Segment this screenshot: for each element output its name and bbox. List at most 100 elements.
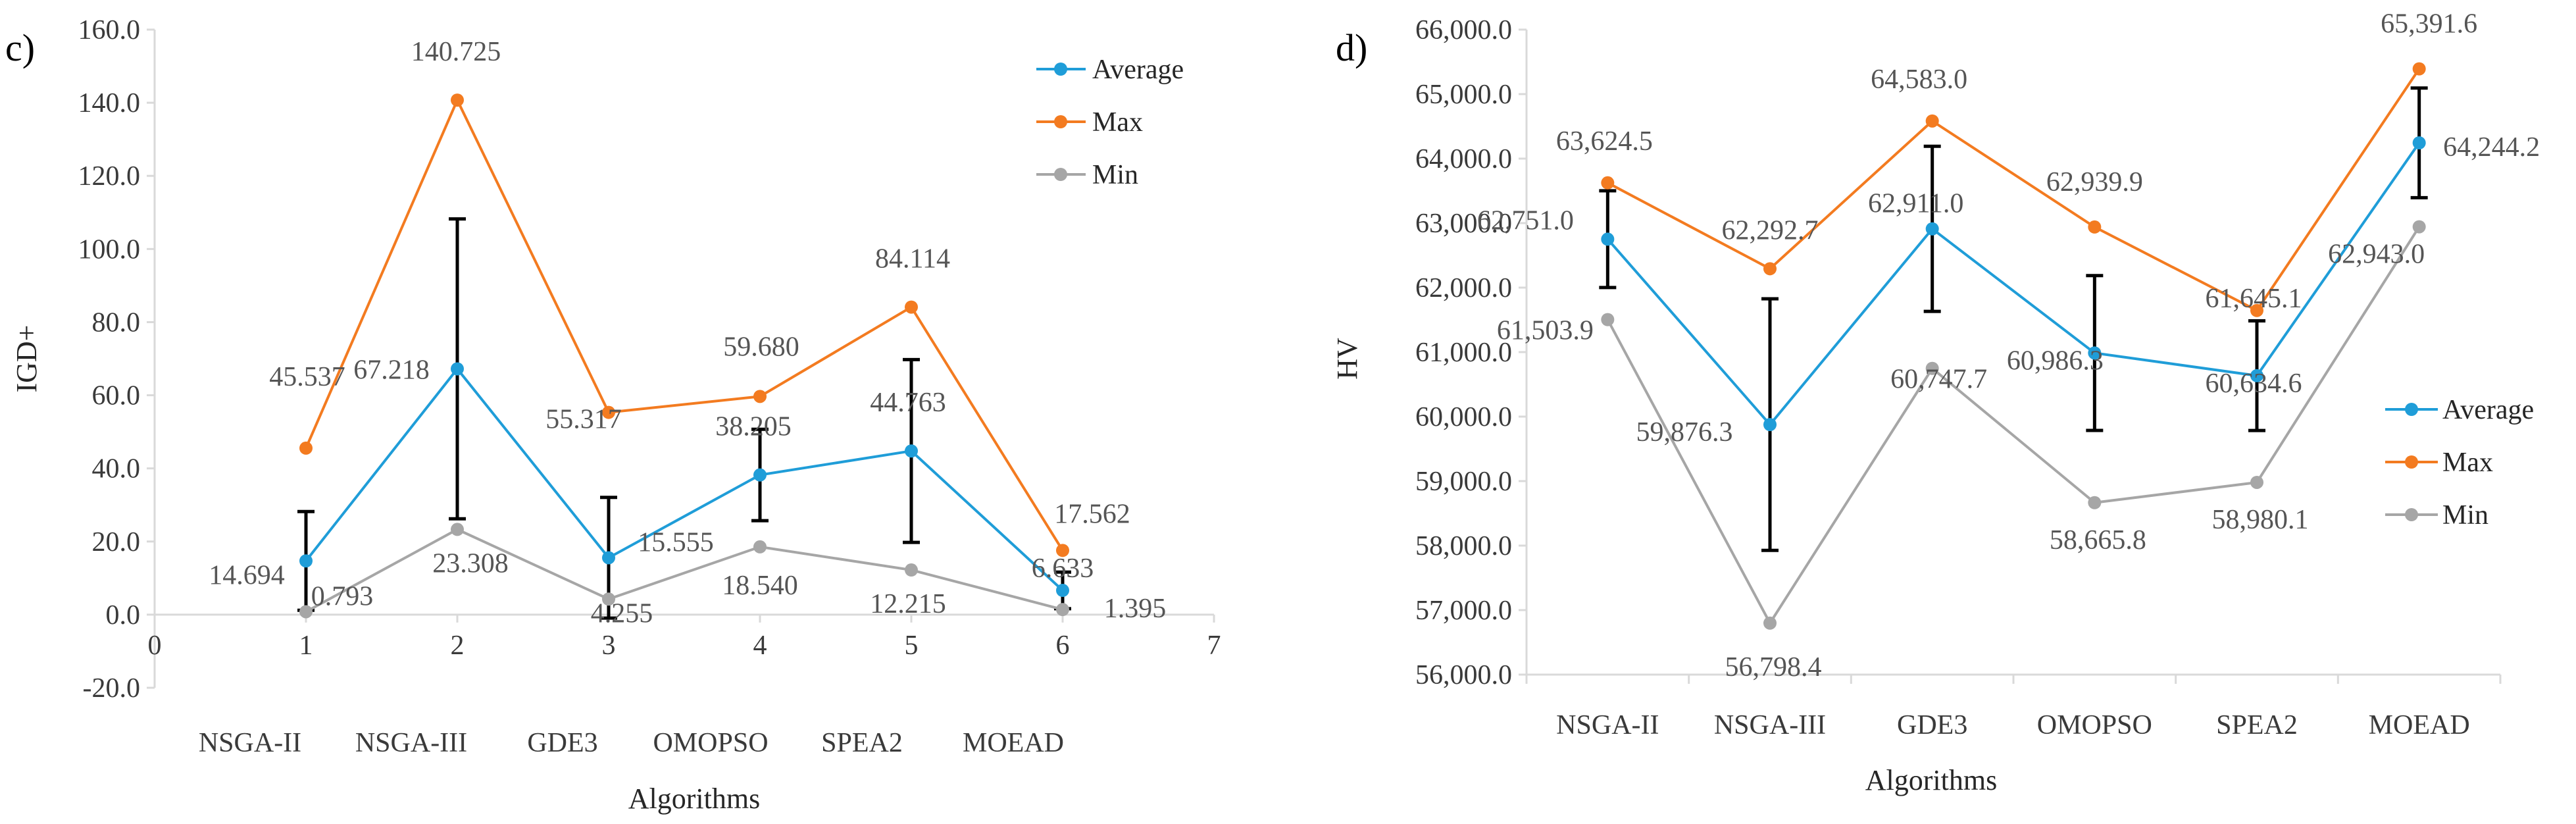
category-label: GDE3 (527, 728, 597, 758)
series-line-min (1606, 226, 2421, 626)
panel-label: d) (1336, 26, 1367, 69)
legend-marker-min (1054, 168, 1067, 181)
data-label-max: 140.725 (411, 37, 501, 67)
data-label-average: 59,876.3 (1636, 417, 1733, 448)
data-label-min: 60,747.7 (1890, 365, 1987, 395)
data-label-max: 59.680 (723, 332, 799, 362)
data-point-min (602, 592, 615, 606)
y-tick-label: 65,000.0 (1415, 80, 1512, 110)
data-point-average (1601, 232, 1615, 246)
y-axis-title: HV (1331, 338, 1363, 380)
data-label-min: 23.308 (432, 548, 509, 579)
series-line-min (305, 528, 1063, 613)
series-line-average (1606, 142, 2421, 427)
x-axis-title: Algorithms (1865, 764, 1997, 796)
data-point-average (1763, 418, 1777, 432)
data-label-average: 14.694 (209, 560, 285, 590)
data-point-average (602, 551, 615, 565)
data-point-min (451, 523, 464, 536)
data-point-average (451, 362, 464, 376)
x-tick-label: 1 (299, 631, 313, 661)
legend-label-max: Max (1092, 107, 1143, 138)
data-point-max (2250, 303, 2263, 317)
y-tick-label: 59,000.0 (1415, 467, 1512, 497)
data-label-max: 84.114 (875, 244, 950, 274)
x-tick-label: 0 (148, 631, 162, 661)
x-tick-label: 6 (1056, 631, 1070, 661)
data-label-min: 61,503.9 (1497, 316, 1594, 346)
data-label-min: 0.793 (311, 581, 374, 611)
series-line-max (305, 97, 1064, 552)
data-point-average (299, 554, 313, 568)
data-point-min (753, 540, 767, 554)
y-tick-label: 100.0 (78, 234, 141, 265)
y-tick-label: 62,000.0 (1415, 273, 1512, 303)
data-point-max (299, 441, 313, 455)
legend-marker-average (2405, 403, 2418, 416)
data-point-max (905, 300, 918, 314)
data-point-average (1056, 584, 1069, 598)
data-label-max: 65,391.6 (2381, 9, 2477, 39)
data-label-average: 15.555 (638, 527, 714, 557)
data-label-average: 44.763 (870, 388, 946, 418)
data-point-max (1925, 114, 1939, 128)
data-point-min (1056, 603, 1069, 617)
data-label-average: 64,244.2 (2443, 132, 2540, 163)
y-tick-label: 58,000.0 (1415, 531, 1512, 561)
y-tick-label: 160.0 (78, 15, 141, 45)
data-label-average: 60,986.3 (2007, 346, 2104, 376)
data-label-max: 62,939.9 (2046, 167, 2143, 197)
data-point-max (2088, 220, 2102, 234)
y-tick-label: 0.0 (106, 600, 141, 631)
chart-igd-plus: c) IGD+ Algorithms 160.0140.0120.0100.08… (5, 15, 1221, 815)
data-label-min: 4.255 (591, 598, 653, 629)
category-label: OMOPSO (653, 728, 768, 758)
x-tick-label: 7 (1207, 631, 1221, 661)
data-label-max: 17.562 (1054, 499, 1130, 529)
panel-label: c) (5, 26, 35, 69)
y-tick-label: 56,000.0 (1415, 660, 1512, 690)
category-label: NSGA-II (199, 728, 301, 758)
data-point-min (2088, 496, 2102, 509)
data-label-min: 62,943.0 (2328, 240, 2425, 270)
data-point-min (299, 605, 313, 619)
data-point-min (2412, 220, 2426, 234)
legend-label-min: Min (2442, 500, 2488, 530)
data-label-max: 63,624.5 (1556, 126, 1653, 157)
series-line-max (1607, 68, 2421, 313)
y-tick-label: 61,000.0 (1415, 338, 1512, 368)
legend-marker-min (2405, 508, 2418, 521)
data-point-max (602, 405, 615, 419)
data-label-max: 62,292.7 (1722, 215, 1819, 245)
legend-marker-max (1054, 115, 1067, 128)
category-label: MOEAD (2369, 710, 2470, 740)
data-point-min (905, 563, 918, 577)
y-tick-label: 60.0 (92, 381, 141, 411)
data-point-average (2412, 136, 2426, 150)
legend-marker-max (2405, 455, 2418, 469)
data-point-max (2412, 62, 2426, 76)
y-tick-label: 20.0 (92, 527, 141, 557)
data-label-average: 62,911.0 (1868, 189, 1963, 219)
series-line-average (305, 367, 1064, 592)
data-point-average (753, 468, 767, 482)
y-tick-label: 80.0 (92, 307, 141, 338)
data-point-max (1763, 262, 1777, 276)
data-point-average (2088, 346, 2102, 360)
x-tick-label: 5 (905, 631, 919, 661)
data-label-min: 18.540 (722, 571, 798, 601)
x-tick-label: 3 (602, 631, 616, 661)
category-label: SPEA2 (2216, 710, 2298, 740)
data-label-min: 58,980.1 (2212, 505, 2309, 535)
data-point-max (451, 93, 464, 107)
data-label-max: 45.537 (269, 362, 345, 392)
y-tick-label: 120.0 (78, 161, 141, 192)
data-point-average (905, 444, 918, 458)
data-label-average: 60,634.6 (2206, 369, 2302, 399)
category-label: GDE3 (1897, 710, 1967, 740)
data-point-min (1601, 313, 1615, 326)
y-axis-title: IGD+ (11, 324, 43, 392)
category-label: NSGA-II (1556, 710, 1659, 740)
category-label: MOEAD (963, 728, 1064, 758)
